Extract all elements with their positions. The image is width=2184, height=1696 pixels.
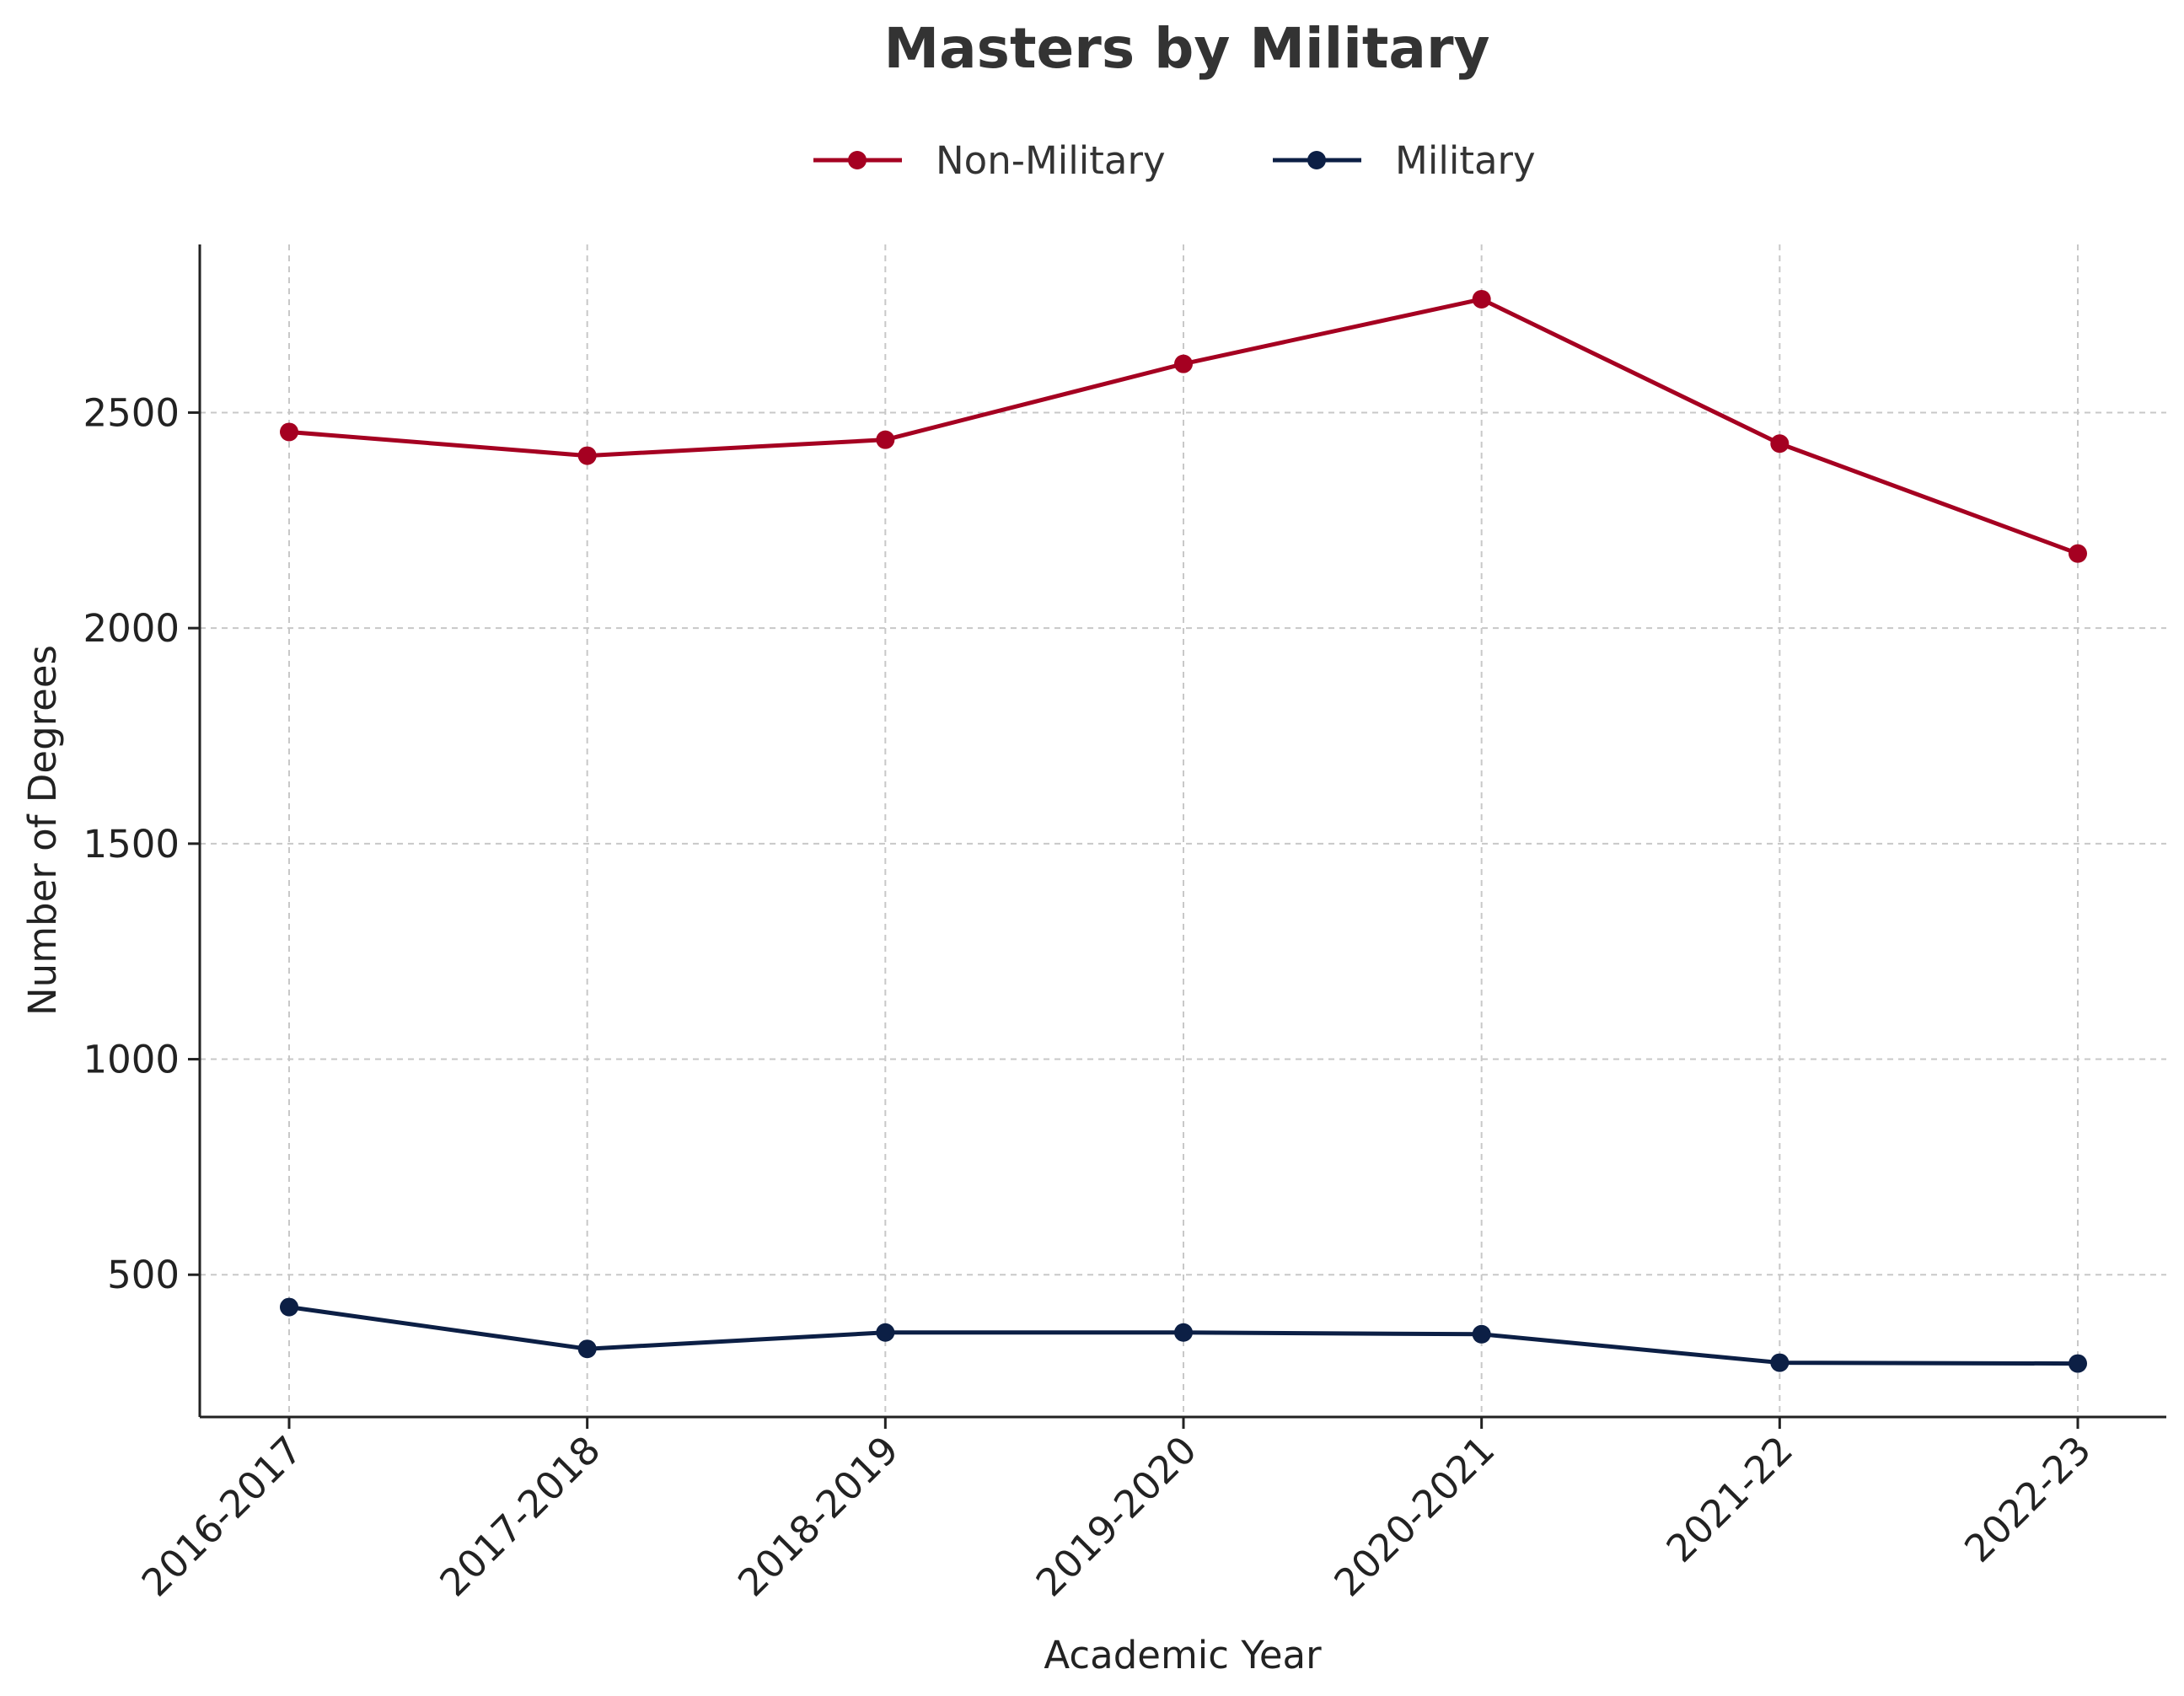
data-point	[876, 430, 895, 449]
data-point	[1174, 354, 1193, 373]
x-tick-label: 2022-23	[1956, 1427, 2099, 1570]
data-point	[876, 1323, 895, 1342]
data-point	[1770, 434, 1790, 454]
y-axis-label: Number of Degrees	[20, 645, 65, 1016]
x-tick-label: 2018-2019	[729, 1427, 907, 1605]
grid	[200, 244, 2166, 1417]
data-point	[577, 446, 597, 465]
y-tick-label: 2000	[83, 606, 180, 651]
data-point	[1472, 1324, 1491, 1344]
y-tick-label: 500	[107, 1253, 180, 1297]
x-tick-label: 2016-2017	[133, 1427, 311, 1605]
data-point	[1770, 1353, 1790, 1372]
x-axis-label: Academic Year	[1044, 1633, 1322, 1677]
data-point	[280, 422, 298, 442]
data-point	[2069, 544, 2087, 563]
legend: Non-Military Military	[813, 138, 1536, 183]
y-tick-label: 1500	[83, 822, 180, 867]
legend-label: Military	[1395, 138, 1536, 183]
legend-marker	[848, 151, 867, 169]
chart-title: Masters by Military	[883, 16, 1489, 81]
x-tick-label: 2020-2021	[1326, 1427, 1504, 1605]
series-military	[280, 1297, 2087, 1373]
data-point	[577, 1339, 597, 1359]
y-tick-label: 1000	[83, 1038, 180, 1082]
y-tick-label: 2500	[83, 390, 180, 435]
x-tick-label: 2021-22	[1658, 1427, 1801, 1570]
ticks: 2016-2017 2017-2018 2018-2019 2019-2020 2020…	[83, 390, 2099, 1605]
legend-marker	[1307, 151, 1326, 169]
data-point	[280, 1297, 298, 1317]
x-tick-label: 2017-2018	[432, 1427, 609, 1605]
data-point	[2069, 1354, 2087, 1373]
series	[280, 289, 2087, 1373]
series-non-military	[280, 289, 2087, 563]
legend-entry: Non-Military	[813, 138, 1166, 183]
legend-label: Non-Military	[936, 138, 1166, 183]
data-point	[1472, 289, 1491, 309]
legend-entry: Military	[1273, 138, 1536, 183]
data-point	[1174, 1323, 1193, 1342]
x-tick-label: 2019-2020	[1028, 1427, 1205, 1605]
